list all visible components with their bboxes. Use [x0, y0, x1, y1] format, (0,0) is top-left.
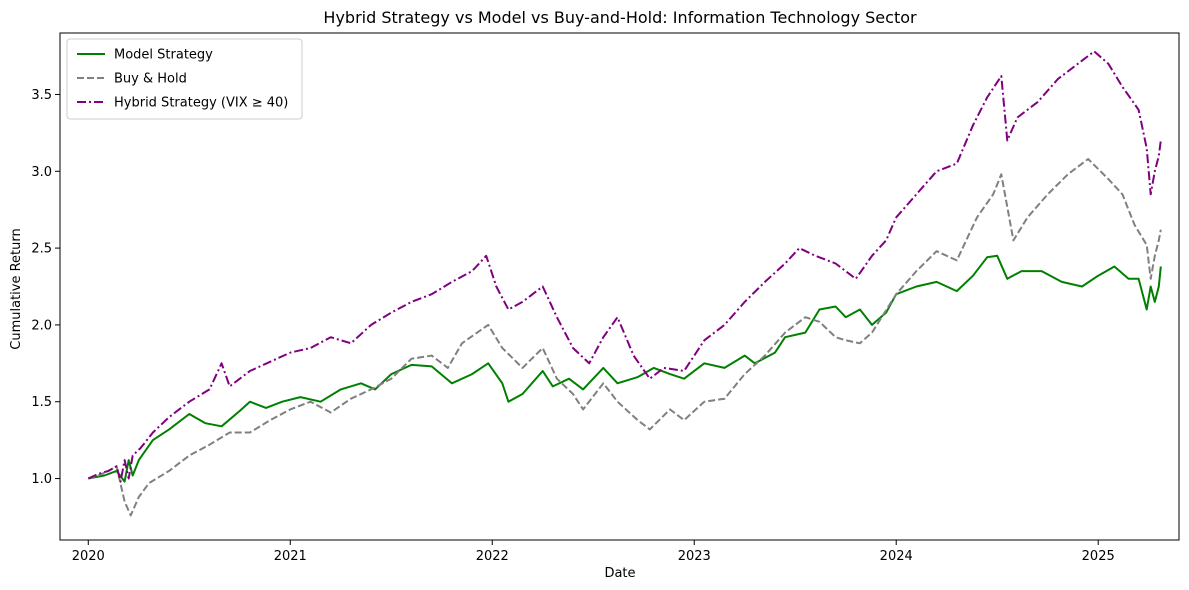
legend-label-2: Hybrid Strategy (VIX ≥ 40)	[114, 96, 288, 111]
x-tick-label: 2021	[274, 549, 307, 564]
x-tick-label: 2020	[72, 549, 105, 564]
y-tick-label: 1.5	[31, 395, 52, 410]
x-tick-label: 2025	[1082, 549, 1115, 564]
series-line-0	[88, 254, 1162, 483]
y-axis-label: Cumulative Return	[9, 228, 24, 349]
legend-label-0: Model Strategy	[114, 48, 213, 63]
chart-title: Hybrid Strategy vs Model vs Buy-and-Hold…	[323, 8, 917, 27]
y-tick-label: 1.0	[31, 472, 52, 487]
legend-box	[66, 38, 303, 120]
x-tick-label: 2023	[678, 549, 711, 564]
y-tick-label: 2.0	[31, 318, 52, 333]
legend: Model Strategy Buy & Hold Hybrid Strategy …	[66, 38, 303, 120]
axes-frame	[59, 32, 1180, 541]
x-tick-label: 2022	[476, 549, 509, 564]
y-tick-label: 3.5	[31, 88, 52, 103]
legend-label-1: Buy & Hold	[114, 72, 187, 87]
x-axis-label: Date	[604, 566, 635, 581]
y-tick-label: 3.0	[31, 165, 52, 180]
y-tick-label: 2.5	[31, 242, 52, 257]
series-line-1	[88, 158, 1162, 517]
plot-area	[87, 50, 1162, 517]
y-axis: 1.0 1.5 2.0 2.5 3.0 3.5	[31, 88, 60, 487]
x-axis: 2020 2021 2022 2023 2024 2025	[72, 540, 1115, 564]
series-line-2	[87, 50, 1162, 483]
x-tick-label: 2024	[880, 549, 913, 564]
